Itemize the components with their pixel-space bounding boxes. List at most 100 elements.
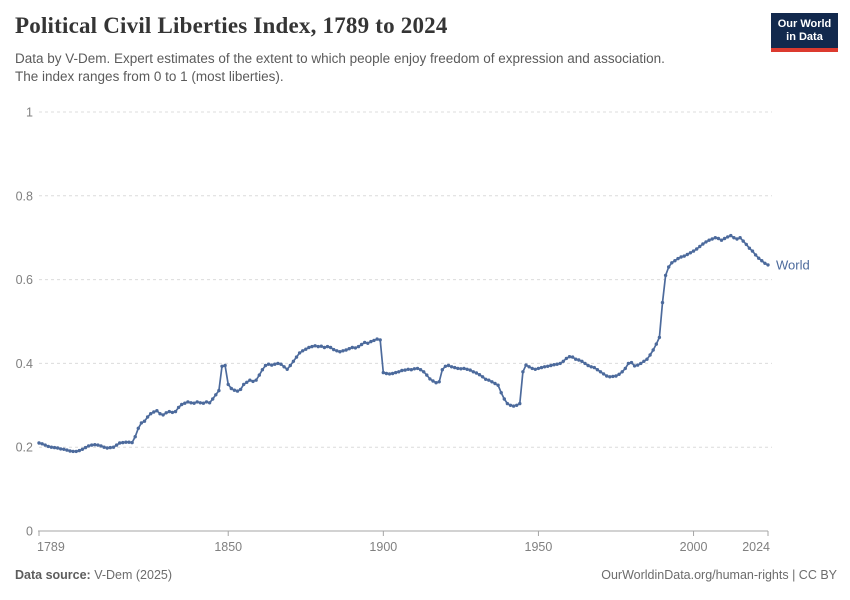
data-point-marker <box>114 443 119 447</box>
data-point-marker <box>651 348 655 352</box>
data-point-marker <box>719 238 724 242</box>
data-point-marker <box>760 259 764 263</box>
data-point-marker <box>518 401 522 406</box>
subtitle-line-1: Data by V-Dem. Expert estimates of the e… <box>15 51 665 66</box>
data-point-marker <box>130 440 134 445</box>
data-point-marker <box>127 440 131 444</box>
data-point-marker <box>198 401 202 405</box>
data-point-marker <box>74 449 78 454</box>
data-point-marker <box>698 244 702 249</box>
data-point-marker <box>152 410 156 414</box>
data-point-marker <box>722 236 727 241</box>
data-point-marker <box>288 363 292 368</box>
chart-subtitle: Data by V-Dem. Expert estimates of the e… <box>15 50 735 85</box>
data-point-marker <box>400 368 404 373</box>
data-point-marker <box>394 370 398 375</box>
data-point-marker <box>263 363 268 368</box>
data-point-marker <box>663 273 668 278</box>
data-point-marker <box>456 366 460 371</box>
data-point-marker <box>145 415 150 419</box>
data-point-marker <box>555 362 559 366</box>
data-point-marker <box>186 400 190 404</box>
data-point-marker <box>564 356 569 361</box>
data-point-marker <box>276 361 280 366</box>
data-point-marker <box>387 372 392 376</box>
y-axis-tick-label: 1 <box>26 106 33 120</box>
data-point-marker <box>226 382 230 387</box>
data-point-marker <box>90 443 94 447</box>
y-axis-tick-label: 0.4 <box>16 357 33 371</box>
data-point-marker <box>415 366 420 371</box>
data-point-marker <box>375 337 379 341</box>
data-point-marker <box>490 380 494 384</box>
data-point-marker <box>344 348 348 352</box>
data-point-marker <box>465 367 469 371</box>
data-point-marker <box>266 362 271 366</box>
data-point-marker <box>508 403 513 407</box>
data-point-marker <box>536 366 541 371</box>
x-axis-tick-label: 1789 <box>37 540 65 554</box>
data-point-marker <box>487 378 491 382</box>
data-point-marker <box>428 377 432 381</box>
data-source: Data source: V-Dem (2025) <box>15 568 172 582</box>
data-point-marker <box>459 367 463 371</box>
data-point-marker <box>133 435 137 439</box>
data-point-marker <box>570 355 575 359</box>
data-point-marker <box>468 368 472 372</box>
data-point-marker <box>68 449 72 453</box>
data-point-marker <box>304 347 308 351</box>
data-point-marker <box>372 338 376 343</box>
credit-link[interactable]: OurWorldinData.org/human-rights | CC BY <box>601 568 837 582</box>
data-point-marker <box>149 412 153 416</box>
data-point-marker <box>691 249 696 253</box>
data-point-marker <box>710 237 714 241</box>
data-point-marker <box>273 362 277 366</box>
data-point-marker <box>62 447 66 451</box>
data-point-marker <box>294 355 299 359</box>
data-point-marker <box>642 359 646 363</box>
data-point-marker <box>353 346 358 350</box>
data-point-marker <box>158 412 162 416</box>
data-point-marker <box>735 237 739 241</box>
data-point-marker <box>93 443 97 447</box>
data-point-marker <box>527 365 531 369</box>
data-point-marker <box>37 441 41 445</box>
page-title: Political Civil Liberties Index, 1789 to… <box>15 13 448 38</box>
data-point-marker <box>319 344 323 348</box>
data-point-marker <box>595 368 600 372</box>
y-axis-tick-label: 0.8 <box>16 189 33 203</box>
data-point-marker <box>142 419 147 423</box>
data-point-marker <box>279 362 283 366</box>
subtitle-line-2: The index ranges from 0 to 1 (most liber… <box>15 68 284 84</box>
data-point-marker <box>515 403 519 407</box>
data-point-marker <box>766 263 770 267</box>
data-point-marker <box>245 380 249 384</box>
data-point-marker <box>111 445 116 449</box>
data-point-marker <box>232 388 237 392</box>
data-point-marker <box>732 236 736 240</box>
data-point-marker <box>176 405 181 410</box>
data-point-marker <box>161 413 165 417</box>
data-point-marker <box>744 242 748 247</box>
data-point-marker <box>567 355 572 359</box>
data-point-marker <box>645 357 649 361</box>
data-point-marker <box>310 344 314 349</box>
owid-logo[interactable]: Our World in Data <box>771 13 838 52</box>
x-axis-tick-label: 2024 <box>742 540 770 554</box>
data-point-marker <box>59 447 63 451</box>
data-point-marker <box>701 242 705 246</box>
data-point-marker <box>183 401 187 405</box>
data-point-marker <box>431 379 435 383</box>
data-point-marker <box>738 236 742 240</box>
data-point-marker <box>704 240 708 244</box>
data-point-marker <box>682 254 686 258</box>
data-point-marker <box>229 386 233 391</box>
data-point-marker <box>632 364 637 368</box>
data-point-marker <box>477 373 482 377</box>
y-axis-tick-label: 0.6 <box>16 273 33 287</box>
data-point-marker <box>80 447 85 451</box>
data-point-marker <box>316 344 320 349</box>
data-point-marker <box>322 345 327 350</box>
data-point-marker <box>192 401 196 405</box>
